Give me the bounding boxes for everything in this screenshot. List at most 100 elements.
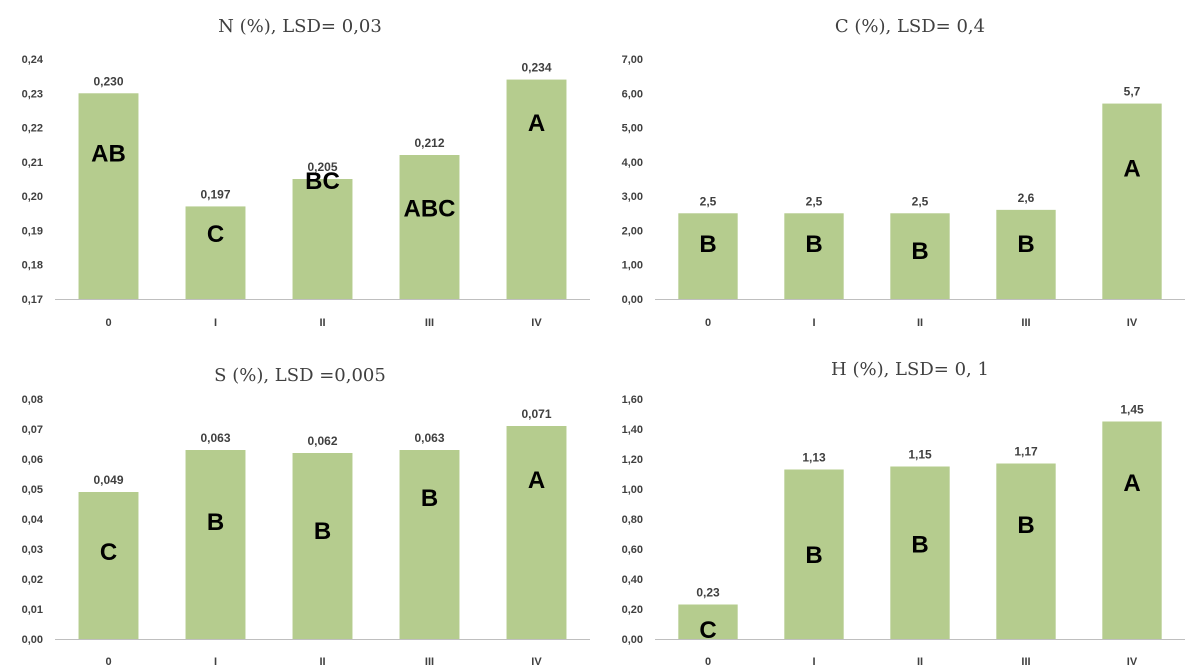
y-tick-label: 1,00 [622, 260, 643, 272]
y-tick-label: 1,60 [622, 394, 643, 406]
data-label: 0,063 [200, 431, 230, 445]
bar [784, 213, 844, 299]
x-tick-label: 0 [105, 656, 111, 667]
group-letter: A [1123, 470, 1140, 497]
bar [1102, 103, 1162, 299]
x-tick-label: IV [1127, 656, 1138, 667]
bar [678, 604, 738, 639]
y-tick-label: 0,40 [622, 574, 643, 586]
bar [399, 450, 460, 639]
bar [996, 209, 1056, 299]
x-tick-label: IV [1127, 317, 1138, 329]
bar [78, 492, 139, 639]
data-label: 0,212 [414, 136, 444, 150]
data-label: 2,5 [700, 194, 717, 208]
x-tick-label: IV [531, 656, 542, 667]
y-tick-label: 0,18 [22, 260, 43, 272]
y-tick-label: 0,00 [22, 634, 43, 646]
y-tick-label: 0,17 [22, 294, 43, 306]
y-tick-label: 1,40 [622, 424, 643, 436]
x-tick-label: 0 [705, 317, 711, 329]
x-tick-label: III [1021, 656, 1030, 667]
x-tick-label: I [812, 656, 815, 667]
data-label: 1,15 [908, 448, 932, 462]
carbon-chart: C (%), LSD= 0,4 0,00 1,00 2,00 3,00 4,00 5,00 6… [622, 16, 1185, 329]
data-label: 0,234 [521, 61, 551, 75]
group-letter: B [911, 238, 928, 265]
y-tick-label: 2,00 [622, 225, 643, 237]
data-label: 1,17 [1014, 445, 1038, 459]
x-tick-label: 0 [105, 317, 111, 329]
x-tick-label: IV [531, 317, 542, 329]
bar [185, 450, 246, 639]
group-letter: B [1017, 231, 1034, 258]
group-letter: A [1123, 156, 1140, 183]
group-letter: B [805, 231, 822, 258]
y-tick-label: 1,20 [622, 454, 643, 466]
y-tick-label: 7,00 [622, 54, 643, 66]
bar [185, 206, 246, 299]
data-label: 0,197 [200, 187, 230, 201]
y-tick-label: 0,08 [22, 394, 43, 406]
group-letter: C [100, 539, 117, 566]
x-tick-label: I [214, 656, 217, 667]
y-tick-label: 0,22 [22, 123, 43, 135]
bar [78, 93, 139, 300]
group-letter: BC [305, 168, 340, 195]
chart-title: S (%), LSD =0,005 [214, 365, 386, 386]
x-tick-label: II [917, 656, 923, 667]
bar [996, 463, 1056, 639]
y-tick-label: 0,06 [22, 454, 43, 466]
y-tick-label: 0,20 [22, 191, 43, 203]
x-tick-label: I [812, 317, 815, 329]
y-tick-label: 5,00 [622, 123, 643, 135]
bar [890, 466, 950, 639]
x-tick-label: 0 [705, 656, 711, 667]
group-letter: A [528, 467, 545, 494]
bar [784, 469, 844, 639]
x-tick-label: II [319, 656, 325, 667]
group-letter: B [1017, 512, 1034, 539]
group-letter: B [207, 509, 224, 536]
y-tick-label: 0,20 [622, 604, 643, 616]
y-tick-label: 6,00 [622, 88, 643, 100]
y-tick-label: 0,80 [622, 514, 643, 526]
y-tick-label: 3,00 [622, 191, 643, 203]
y-tick-label: 0,07 [22, 424, 43, 436]
bar [292, 453, 353, 639]
chart-title: H (%), LSD= 0, 1 [831, 359, 989, 380]
y-tick-label: 0,05 [22, 484, 43, 496]
x-tick-label: II [917, 317, 923, 329]
x-tick-label: III [1021, 317, 1030, 329]
data-label: 0,230 [93, 74, 123, 88]
y-tick-label: 0,01 [22, 604, 43, 616]
bar [292, 179, 353, 299]
y-tick-label: 0,00 [622, 634, 643, 646]
x-tick-label: III [425, 317, 434, 329]
bar [506, 426, 567, 639]
group-letter: AB [91, 140, 126, 167]
y-tick-label: 0,60 [622, 544, 643, 556]
y-tick-label: 4,00 [622, 157, 643, 169]
y-tick-label: 0,04 [22, 514, 44, 526]
chart-title: C (%), LSD= 0,4 [835, 16, 985, 37]
bar [1102, 421, 1162, 639]
data-label: 2,5 [806, 194, 823, 208]
data-label: 2,6 [1018, 191, 1035, 205]
y-tick-label: 0,00 [622, 294, 643, 306]
chart-title: N (%), LSD= 0,03 [218, 16, 382, 37]
group-letter: ABC [404, 195, 456, 222]
data-label: 0,205 [307, 160, 337, 174]
group-letter: C [699, 617, 716, 644]
data-label: 2,5 [912, 194, 929, 208]
data-label: 0,23 [696, 586, 720, 600]
group-letter: B [314, 518, 331, 545]
data-label: 0,063 [414, 431, 444, 445]
hydrogen-chart: H (%), LSD= 0, 1 0,00 0,20 0,40 0,60 0,80 1,00… [622, 359, 1185, 667]
data-label: 0,071 [521, 407, 551, 421]
bar [890, 213, 950, 299]
x-tick-label: I [214, 317, 217, 329]
y-tick-label: 1,00 [622, 484, 643, 496]
x-tick-label: II [319, 317, 325, 329]
